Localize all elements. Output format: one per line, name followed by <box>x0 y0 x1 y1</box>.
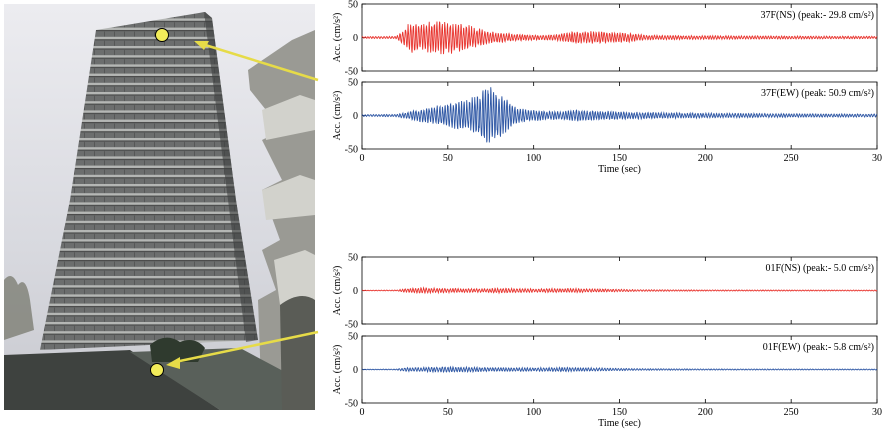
foreground-trees <box>150 337 205 362</box>
waveform-series <box>361 286 878 295</box>
x-tick-label: 30 <box>872 407 882 418</box>
y-tick-label: 50 <box>348 0 358 11</box>
tower-edge <box>205 12 258 342</box>
arrow-01f <box>174 330 319 364</box>
arrow-37f-head <box>194 41 209 50</box>
x-tick-label: 100 <box>526 407 541 418</box>
arrow-01f-head <box>166 357 180 369</box>
y-tick-label: -50 <box>345 145 358 156</box>
x-tick-label: 150 <box>612 153 627 164</box>
y-tick-label: 50 <box>348 253 358 264</box>
waveform-series <box>361 365 878 374</box>
y-tick-label: -50 <box>345 67 358 78</box>
panel-label: 37F(NS) (peak:- 29.8 cm/s²) <box>760 10 874 21</box>
sensor-marker-37f <box>155 28 169 42</box>
y-tick-label: 0 <box>353 33 358 44</box>
x-tick-label: 200 <box>698 153 713 164</box>
panel-label: 01F(EW) (peak:- 5.8 cm/s²) <box>763 342 874 353</box>
x-axis-label: Time (sec) <box>598 418 641 429</box>
x-tick-label: 150 <box>612 407 627 418</box>
x-axis-label: Time (sec) <box>598 164 641 175</box>
y-tick-label: 50 <box>348 332 358 343</box>
y-tick-label: -50 <box>345 399 358 410</box>
pointer-arrows <box>166 41 319 369</box>
y-axis-label: Acc. (cm/s²) <box>332 266 343 316</box>
tower <box>40 12 258 350</box>
x-tick-label: 50 <box>443 153 453 164</box>
x-tick-label: 0 <box>360 153 365 164</box>
adjacent-building-shadow <box>262 95 315 305</box>
tree-left <box>4 276 34 340</box>
foreground-structure <box>4 350 220 410</box>
x-tick-label: 200 <box>698 407 713 418</box>
x-tick-label: 50 <box>443 407 453 418</box>
panel-label: 01F(NS) (peak:- 5.0 cm/s²) <box>765 263 874 274</box>
sensor-marker-01f <box>150 363 164 377</box>
y-axis-label: Acc. (cm/s²) <box>332 91 343 141</box>
y-tick-label: -50 <box>345 320 358 331</box>
y-tick-label: 50 <box>348 78 358 89</box>
y-axis-label: Acc. (cm/s²) <box>332 345 343 395</box>
x-tick-label: 250 <box>784 407 799 418</box>
waveform-series <box>361 21 878 55</box>
waveform-series <box>361 87 878 143</box>
x-tick-label: 30 <box>872 153 882 164</box>
y-axis-label: Acc. (cm/s²) <box>332 13 343 63</box>
arrow-37f <box>201 42 319 82</box>
x-tick-label: 0 <box>360 407 365 418</box>
x-tick-label: 250 <box>784 153 799 164</box>
x-tick-label: 100 <box>526 153 541 164</box>
y-tick-label: 0 <box>353 111 358 122</box>
right-tree <box>280 296 315 410</box>
panel-label: 37F(EW) (peak: 50.9 cm/s²) <box>761 88 874 99</box>
y-tick-label: 0 <box>353 365 358 376</box>
y-tick-label: 0 <box>353 286 358 297</box>
